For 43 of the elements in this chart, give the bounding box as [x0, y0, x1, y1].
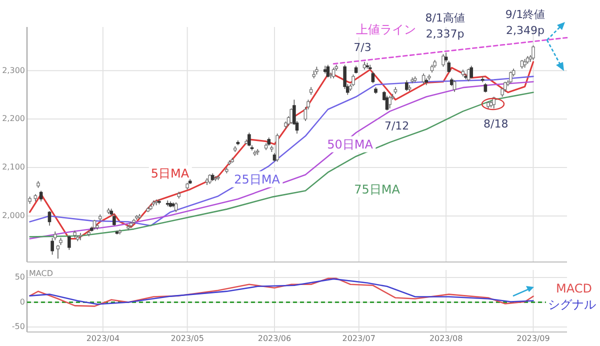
y-tick-label: 0 — [20, 297, 25, 306]
candlestick — [326, 64, 330, 78]
candlestick — [484, 82, 488, 93]
candlestick — [174, 202, 178, 213]
candlestick — [503, 81, 507, 92]
y-tick-label: 2,000 — [2, 211, 25, 220]
annotation: 7/3 — [354, 40, 372, 54]
y-tick-label: 50 — [14, 272, 25, 282]
candlestick — [332, 67, 336, 79]
x-tick-label: 2023/07 — [342, 334, 376, 343]
x-tick-label: 2023/08 — [429, 334, 463, 343]
candlestick — [492, 96, 496, 109]
x-tick-label: 2023/04 — [86, 334, 120, 343]
candlestick — [452, 80, 456, 92]
candlestick — [208, 174, 212, 184]
candlestick — [48, 210, 52, 226]
candlestick — [39, 190, 43, 202]
candlestick — [447, 60, 451, 73]
candlestick — [532, 44, 535, 60]
annotation: 7/12 — [384, 119, 410, 132]
x-tick-label: 2023/06 — [258, 334, 292, 343]
candlestick — [442, 54, 445, 68]
candlestick — [444, 52, 448, 62]
y-tick-label: 2,200 — [2, 114, 25, 124]
y-tick-label: 2,100 — [2, 162, 25, 172]
candlestick — [388, 95, 392, 109]
candlestick — [509, 71, 512, 84]
candlestick — [290, 108, 294, 124]
x-tick-label: 2023/09 — [516, 334, 550, 343]
annotation: 8/1高値 2,337p — [425, 12, 465, 41]
candlestick — [371, 71, 375, 84]
annotation: 8/18 — [484, 117, 508, 130]
y-tick-label: -50 — [12, 322, 25, 332]
x-tick-label: 2023/05 — [170, 334, 204, 343]
y-tick-label: 2,300 — [2, 66, 25, 75]
candlestick — [68, 234, 71, 250]
candlestick — [56, 244, 60, 260]
candlestick — [405, 80, 408, 92]
annotation: 9/1終値 2,349p — [505, 8, 546, 37]
y-axis-title: MACD — [29, 269, 53, 278]
candlestick — [248, 132, 251, 147]
candlestick — [352, 74, 355, 87]
candlestick — [470, 65, 474, 79]
